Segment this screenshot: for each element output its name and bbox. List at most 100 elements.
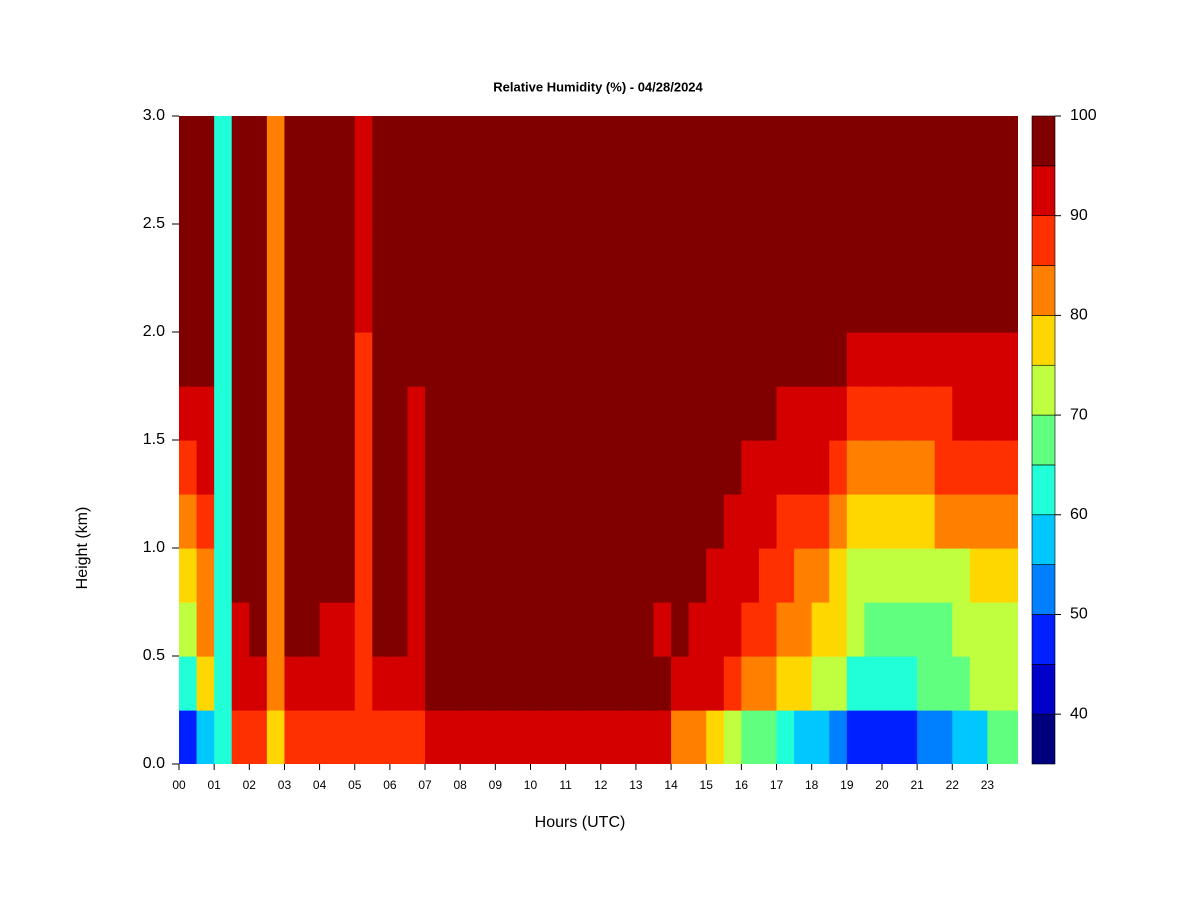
cell [389,386,409,441]
cell [706,548,725,603]
cell [354,116,373,171]
cell [969,386,989,441]
x-tick-label: 02 [243,778,257,792]
cell [425,224,444,279]
cell [846,602,866,657]
x-tick-label: 06 [383,778,397,792]
cell [214,494,233,549]
cell [249,710,268,764]
cell [495,710,514,764]
cell [864,440,883,495]
cell [653,440,672,495]
cell [741,278,760,333]
cell [442,548,461,603]
cell [671,332,690,387]
cell [214,332,233,387]
x-tick-label: 21 [910,778,924,792]
colorbar-band [1031,315,1056,366]
cell [266,602,286,657]
cell [671,440,690,495]
cell [881,170,901,225]
cell [354,656,373,711]
cell [758,656,778,711]
cell [829,278,848,333]
cell [794,710,813,764]
colorbar-tick-label: 60 [1070,506,1088,523]
cell [723,332,742,387]
cell [688,386,707,441]
cell [1004,710,1018,764]
cell [706,386,725,441]
cell [477,332,496,387]
cell [530,440,549,495]
cell [548,494,567,549]
cell [548,710,567,764]
cell [864,332,883,387]
cell [302,116,321,171]
cell [776,548,795,603]
cell [952,224,971,279]
cell [917,386,936,441]
cell [442,332,461,387]
cell [460,116,479,171]
cell [442,170,461,225]
cell [583,116,602,171]
cell [635,440,655,495]
x-tick-label: 13 [629,778,643,792]
cell [794,494,813,549]
cell [389,278,409,333]
cell [864,278,883,333]
cell [196,656,215,711]
cell [231,278,250,333]
cell [653,170,672,225]
cell [758,386,778,441]
cell [741,224,760,279]
cell [530,224,549,279]
cell [583,224,602,279]
cell [776,440,795,495]
cell [302,278,321,333]
cell [179,548,198,603]
cell [512,602,532,657]
cell [548,116,567,171]
cell [952,548,971,603]
cell [460,656,479,711]
cell [179,710,198,764]
cell [776,494,795,549]
cell [196,170,215,225]
cell [407,494,426,549]
cell [179,656,198,711]
y-tick-label: 1.5 [143,431,165,448]
cell [899,494,918,549]
cell [249,386,268,441]
heatmap [179,116,1018,764]
cell [319,332,338,387]
cell [477,116,496,171]
y-tick-label: 2.0 [143,323,165,340]
cell [214,602,233,657]
cell [758,548,778,603]
cell [442,656,461,711]
cell [811,386,830,441]
cell [477,278,496,333]
cell [987,386,1006,441]
cell [179,602,198,657]
cell [741,440,760,495]
cell [179,224,198,279]
cell [987,494,1006,549]
cell [495,656,514,711]
cell [864,386,883,441]
cell [460,278,479,333]
cell [758,278,778,333]
cell [758,116,778,171]
cell [881,710,901,764]
cell [565,710,584,764]
cell [899,710,918,764]
cell [495,602,514,657]
cell [600,116,619,171]
cell [846,170,866,225]
cell [881,332,901,387]
cell [249,548,268,603]
cell [987,224,1006,279]
